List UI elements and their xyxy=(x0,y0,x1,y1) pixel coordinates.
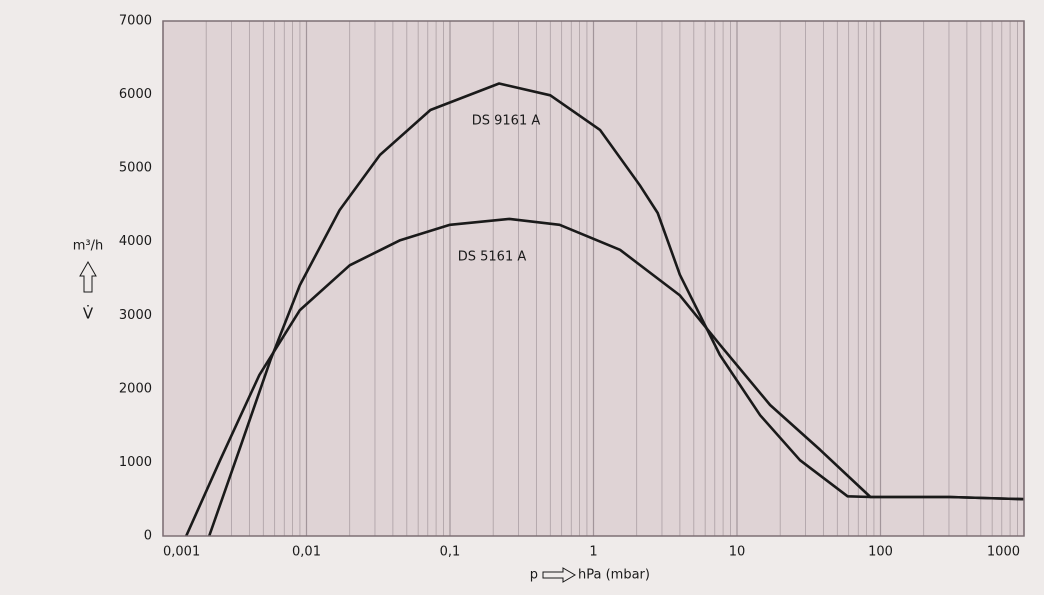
y-arrow xyxy=(79,260,97,293)
plot-border xyxy=(162,20,1025,537)
y-label-symbol: V̇ xyxy=(83,304,94,323)
x-arrow xyxy=(542,567,576,583)
y-label: m³/h xyxy=(73,239,104,254)
x-label-symbol: p xyxy=(530,568,538,583)
y-tick-label: 2000 xyxy=(119,381,152,396)
y-tick-label: 1000 xyxy=(119,455,152,470)
y-tick-label: 4000 xyxy=(119,234,152,249)
series-line xyxy=(185,217,1025,537)
y-tick-label: 7000 xyxy=(119,14,152,29)
y-tick-label: 5000 xyxy=(119,161,152,176)
x-tick-label: 1 xyxy=(589,545,597,560)
x-label: hPa (mbar) xyxy=(578,568,650,583)
x-tick-label: 1000 xyxy=(987,545,1020,560)
x-tick-label: 100 xyxy=(868,545,893,560)
series-label: DS 9161 A xyxy=(472,114,541,129)
x-tick-label: 0,01 xyxy=(292,545,321,560)
x-tick-label: 0,1 xyxy=(440,545,461,560)
y-tick-label: 3000 xyxy=(119,308,152,323)
x-tick-label: 10 xyxy=(729,545,746,560)
marks xyxy=(185,82,1025,537)
x-tick-label: 0,001 xyxy=(163,545,200,560)
series-label: DS 5161 A xyxy=(458,250,527,265)
y-tick-label: 6000 xyxy=(119,87,152,102)
series-line xyxy=(207,82,1025,537)
y-tick-label: 0 xyxy=(144,529,152,544)
